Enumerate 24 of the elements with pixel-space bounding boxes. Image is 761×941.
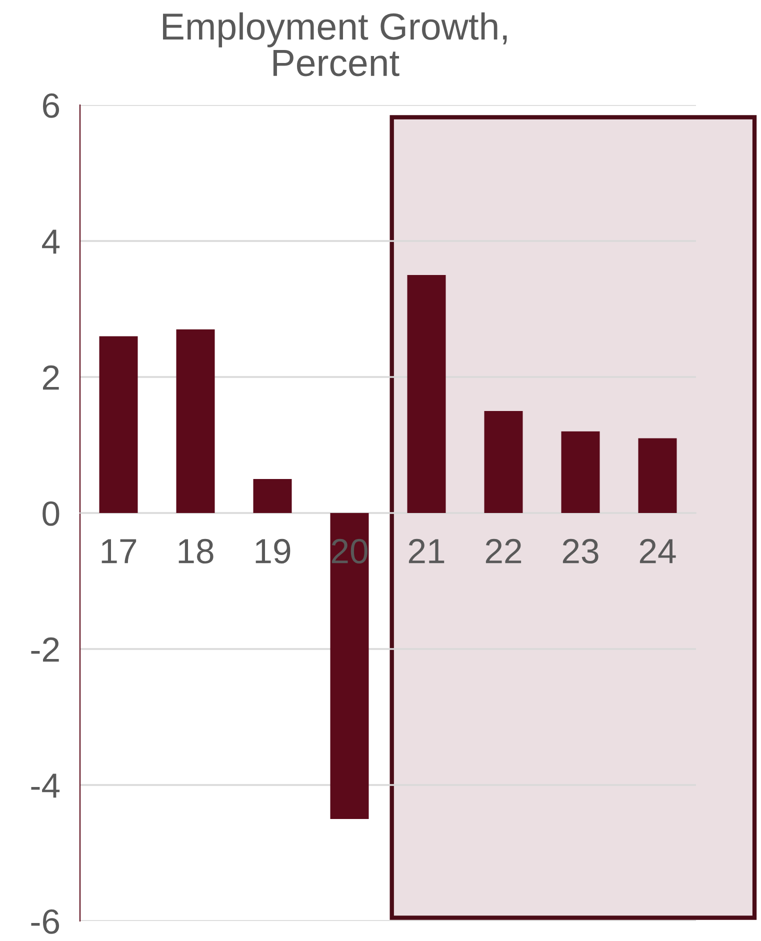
x-tick-label: 23 <box>562 538 598 564</box>
x-tick-label: 22 <box>486 538 522 564</box>
y-tick-label: -6 <box>31 909 60 934</box>
x-tick-label: 19 <box>256 538 290 564</box>
bar <box>253 479 292 513</box>
y-tick-label: 0 <box>42 501 60 526</box>
x-tick-label: 24 <box>640 538 676 564</box>
chart-title: Employment Growth, Percent <box>163 12 507 76</box>
y-tick-label: 4 <box>42 230 60 254</box>
y-tick-label: -4 <box>31 774 60 798</box>
bar <box>561 431 600 513</box>
bar <box>484 411 523 513</box>
bar <box>176 329 215 513</box>
bar <box>330 513 369 819</box>
bar <box>99 336 138 513</box>
x-tick-label: 21 <box>408 538 444 564</box>
x-tick-label: 18 <box>178 538 214 564</box>
y-tick-label: 6 <box>43 93 60 118</box>
x-tick-label: 17 <box>102 539 136 564</box>
y-tick-label: 2 <box>42 365 59 390</box>
bar <box>407 275 446 513</box>
y-tick-label: -2 <box>31 637 59 662</box>
x-tick-label: 20 <box>332 538 368 564</box>
bar <box>638 438 677 513</box>
